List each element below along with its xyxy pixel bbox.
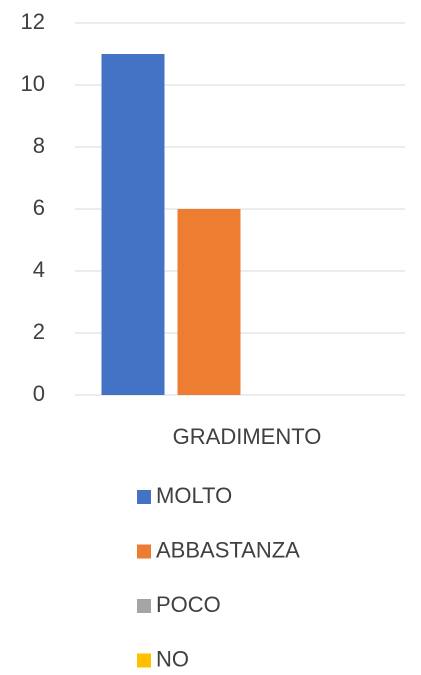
x-tick-label: GRADIMENTO (173, 424, 322, 449)
legend-swatch (137, 599, 151, 613)
y-tick-label: 8 (33, 133, 45, 158)
legend-swatch (137, 490, 151, 504)
y-tick-label: 4 (33, 257, 45, 282)
bar (101, 54, 165, 395)
y-tick-label: 6 (33, 195, 45, 220)
bar (177, 209, 241, 395)
legend-swatch (137, 544, 151, 559)
legend-swatch (137, 653, 151, 668)
y-tick-label: 12 (21, 9, 45, 34)
legend-label: POCO (156, 592, 221, 617)
y-tick-label: 2 (33, 319, 45, 344)
y-tick-label: 0 (33, 381, 45, 406)
legend-label: MOLTO (156, 483, 232, 508)
legend-label: NO (156, 646, 189, 671)
legend-label: ABBASTANZA (156, 537, 300, 562)
y-tick-label: 10 (21, 71, 45, 96)
